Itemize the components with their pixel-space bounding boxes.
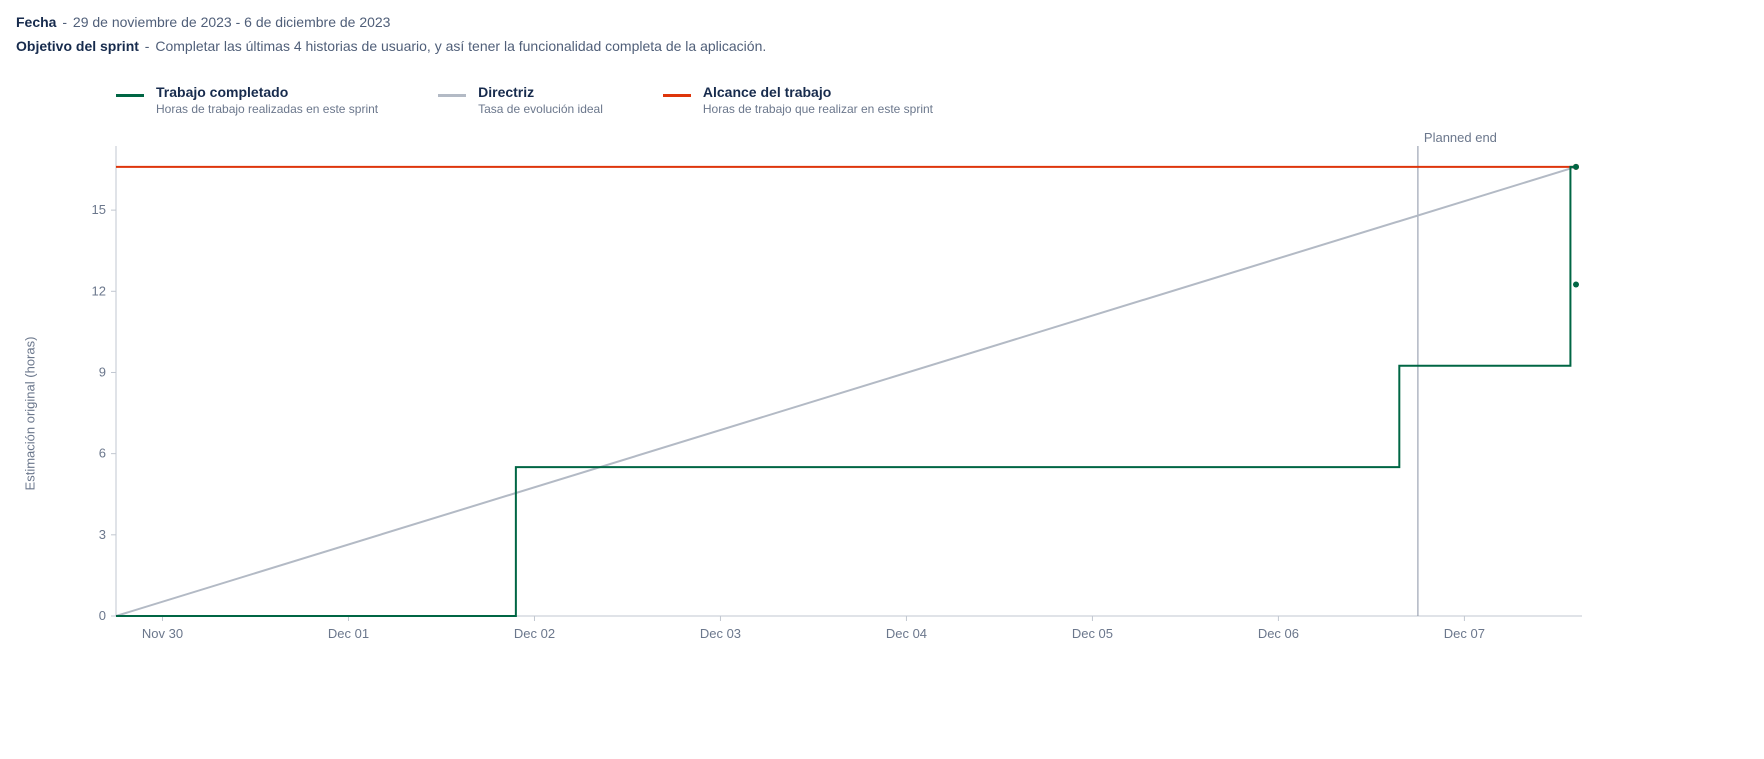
goal-label: Objetivo del sprint	[16, 38, 139, 54]
y-tick-label: 9	[99, 364, 106, 379]
legend-text: Alcance del trabajo Horas de trabajo que …	[703, 84, 933, 116]
x-tick-label: Dec 05	[1072, 626, 1113, 641]
chart-legend: Trabajo completado Horas de trabajo reali…	[116, 84, 1748, 116]
legend-item: Directriz Tasa de evolución ideal	[438, 84, 603, 116]
goal-line: Objetivo del sprint - Completar las últi…	[16, 38, 1748, 54]
x-tick-label: Dec 01	[328, 626, 369, 641]
legend-item: Alcance del trabajo Horas de trabajo que …	[663, 84, 933, 116]
legend-swatch-icon	[116, 94, 144, 97]
x-tick-label: Dec 06	[1258, 626, 1299, 641]
date-value: 29 de noviembre de 2023 - 6 de diciembre…	[73, 14, 391, 30]
date-label: Fecha	[16, 14, 56, 30]
page: Fecha - 29 de noviembre de 2023 - 6 de d…	[0, 0, 1764, 686]
x-tick-label: Nov 30	[142, 626, 183, 641]
date-line: Fecha - 29 de noviembre de 2023 - 6 de d…	[16, 14, 1748, 30]
x-tick-label: Dec 04	[886, 626, 927, 641]
legend-subtitle: Tasa de evolución ideal	[478, 102, 603, 116]
legend-item: Trabajo completado Horas de trabajo reali…	[116, 84, 378, 116]
legend-swatch-icon	[663, 94, 691, 97]
burnup-chart: 0 3 6 9 12 15 Nov 30 Dec 01 Dec 02 Dec 03 Dec 04 De…	[16, 126, 1716, 686]
legend-title: Directriz	[478, 84, 603, 100]
y-tick-label: 15	[92, 202, 106, 217]
x-tick-label: Dec 07	[1444, 626, 1485, 641]
legend-subtitle: Horas de trabajo realizadas en este spri…	[156, 102, 378, 116]
legend-title: Trabajo completado	[156, 84, 378, 100]
completed-marker	[1573, 164, 1579, 170]
legend-swatch-icon	[438, 94, 466, 97]
completed-marker	[1573, 282, 1579, 288]
goal-value: Completar las últimas 4 historias de usu…	[155, 38, 766, 54]
x-tick-label: Dec 03	[700, 626, 741, 641]
planned-end-label: Planned end	[1424, 130, 1497, 145]
legend-title: Alcance del trabajo	[703, 84, 933, 100]
x-tick-label: Dec 02	[514, 626, 555, 641]
y-tick-label: 6	[99, 446, 106, 461]
y-tick-label: 3	[99, 527, 106, 542]
y-axis-label: Estimación original (horas)	[23, 337, 38, 491]
separator: -	[143, 38, 152, 54]
guideline-series	[116, 167, 1576, 616]
legend-text: Directriz Tasa de evolución ideal	[478, 84, 603, 116]
chart-container: Estimación original (horas) 0 3 6 9 12 15 Nov …	[16, 126, 1748, 686]
legend-subtitle: Horas de trabajo que realizar en este sp…	[703, 102, 933, 116]
separator: -	[60, 14, 69, 30]
y-tick-label: 0	[99, 608, 106, 623]
y-tick-label: 12	[92, 283, 106, 298]
legend-text: Trabajo completado Horas de trabajo reali…	[156, 84, 378, 116]
